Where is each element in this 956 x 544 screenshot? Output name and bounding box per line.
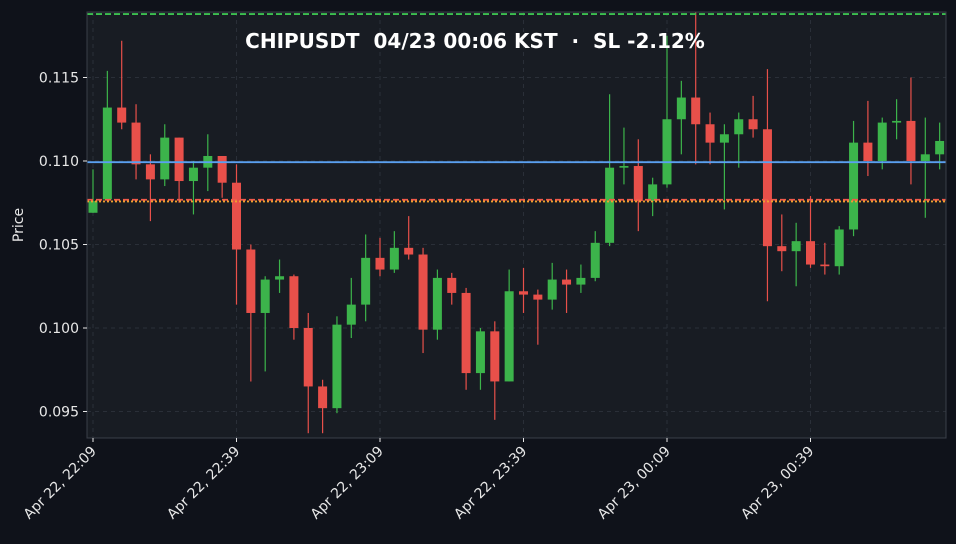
x-tick-label: Apr 22, 23:09 [308, 444, 387, 523]
candle [332, 316, 342, 414]
candle [719, 124, 729, 210]
candle [131, 104, 141, 180]
candle [275, 259, 285, 293]
candle [117, 40, 127, 130]
x-tick-label: Apr 22, 22:39 [164, 444, 243, 523]
x-tick-label: Apr 22, 22:09 [21, 444, 100, 523]
candle [877, 117, 887, 170]
x-tick-label: Apr 23, 00:09 [595, 444, 674, 523]
candle [619, 127, 629, 185]
x-axis: Apr 22, 22:09 Apr 22, 22:39 Apr 22, 23:09 A… [21, 438, 817, 523]
candle [475, 328, 485, 390]
candles [88, 12, 945, 434]
candle [160, 124, 170, 187]
candle [533, 289, 543, 345]
candle [418, 247, 428, 354]
x-tick-label: Apr 23, 00:39 [738, 444, 817, 523]
candle [260, 276, 270, 372]
candle [361, 234, 371, 322]
candle [318, 379, 328, 434]
candle [504, 269, 514, 382]
candle [648, 177, 658, 217]
candle [734, 112, 744, 168]
candle [892, 99, 902, 140]
chart-title: CHIPUSDT 04/23 00:06 KST · SL -2.12% [245, 29, 705, 53]
x-tick-label: Apr 22, 23:39 [451, 444, 530, 523]
candle [389, 231, 399, 273]
candle [404, 216, 414, 260]
y-tick-label: 0.110 [39, 154, 79, 170]
y-tick-label: 0.105 [39, 238, 79, 254]
y-tick-label: 0.100 [39, 321, 79, 337]
candle [375, 237, 385, 277]
candle [432, 269, 442, 340]
y-tick-label: 0.115 [39, 71, 79, 87]
candle [806, 196, 815, 268]
candle [562, 269, 572, 313]
candle [346, 277, 356, 339]
candle [590, 231, 600, 282]
candle [777, 214, 787, 272]
candle [863, 100, 873, 177]
candle [145, 154, 155, 222]
candle [791, 222, 801, 287]
candle [490, 321, 500, 420]
grid-lines [87, 12, 946, 438]
candle [820, 242, 830, 275]
candle [834, 226, 844, 275]
candle [605, 94, 615, 247]
candle [576, 264, 586, 293]
candle [705, 112, 715, 165]
candle [88, 169, 98, 213]
price-levels [87, 13, 946, 203]
candle [547, 262, 557, 310]
candle [232, 164, 241, 305]
candle [519, 267, 528, 313]
candle [906, 77, 916, 185]
y-axis: 0.095 0.100 0.105 0.110 0.115 [39, 71, 87, 421]
candle [303, 312, 313, 434]
y-axis-title: Price [11, 208, 27, 242]
candle [920, 117, 930, 218]
candle [246, 244, 256, 382]
candle [188, 161, 198, 215]
candle [762, 69, 772, 302]
plot-frame [86, 11, 947, 439]
plot-area [87, 12, 946, 438]
candle [748, 95, 758, 138]
candle [849, 120, 859, 237]
candle [102, 70, 112, 200]
candle [691, 12, 701, 165]
y-tick-label: 0.095 [39, 405, 79, 421]
candle [633, 139, 643, 232]
candle [461, 287, 471, 390]
candle [289, 274, 299, 340]
candle [447, 272, 457, 305]
candle [174, 137, 184, 203]
candle [676, 80, 686, 155]
